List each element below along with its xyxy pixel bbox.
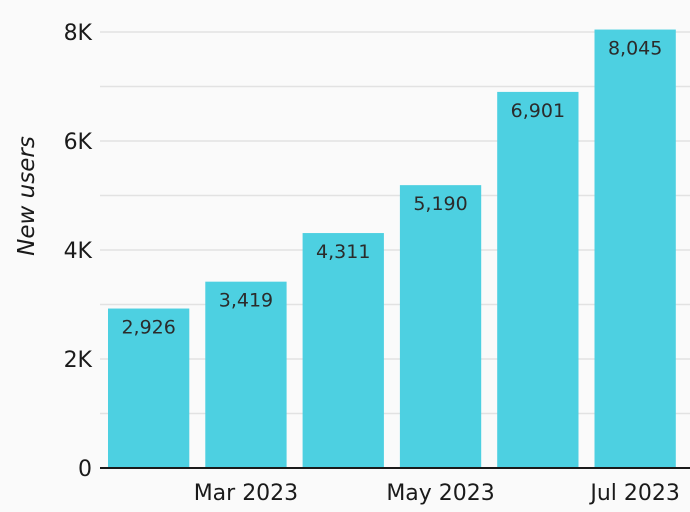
bars <box>108 29 676 469</box>
x-tick-label: Jul 2023 <box>588 481 680 506</box>
y-tick-label: 0 <box>78 457 92 482</box>
bar <box>205 281 287 468</box>
y-axis-title: New users <box>14 136 40 256</box>
x-tick-label: Mar 2023 <box>194 481 299 506</box>
bar <box>399 185 482 468</box>
bar <box>497 91 579 468</box>
y-tick-label: 4K <box>64 239 93 264</box>
bar-value-label: 3,419 <box>219 290 273 312</box>
bar-value-label: 8,045 <box>608 38 662 60</box>
y-tick-label: 6K <box>64 130 93 155</box>
bar-value-label: 5,190 <box>413 193 467 215</box>
bar <box>108 308 190 468</box>
bar-value-label: 4,311 <box>316 241 370 263</box>
axes: 0 2K 4K 6K 8K Mar 2023 May 2023 Jul 2023 <box>64 21 690 506</box>
y-tick-label: 8K <box>64 21 93 46</box>
y-tick-label: 2K <box>64 348 93 373</box>
bar <box>594 29 676 469</box>
bar <box>302 233 384 468</box>
x-tick-label: May 2023 <box>386 481 494 506</box>
data-labels: 2,926 3,419 4,311 5,190 6,901 8,045 <box>121 38 662 339</box>
bar-value-label: 2,926 <box>121 317 175 339</box>
grid-lines <box>100 31 690 415</box>
bar-value-label: 6,901 <box>511 100 565 122</box>
